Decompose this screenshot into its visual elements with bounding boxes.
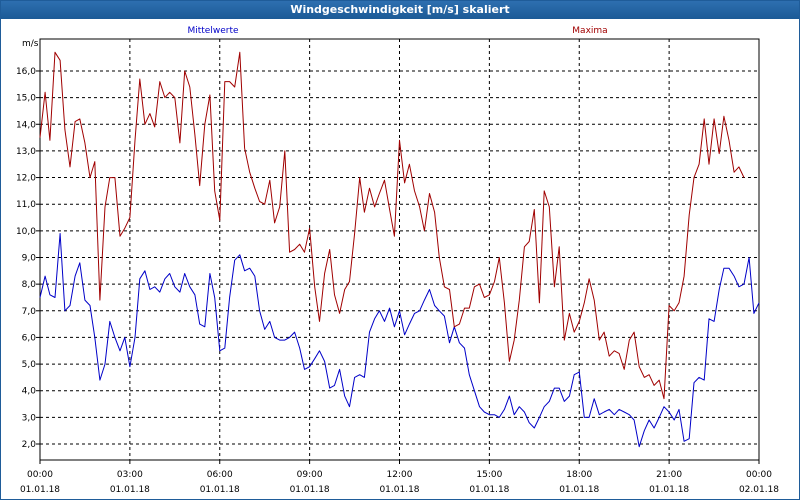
x-tick-date: 01.01.18 <box>469 485 509 495</box>
y-tick-label: 2,0 <box>22 440 37 450</box>
y-tick-label: 7,0 <box>22 307 37 317</box>
x-tick-time: 12:00 <box>387 470 413 480</box>
y-tick-label: 15,0 <box>16 94 36 104</box>
y-tick-label: 11,0 <box>16 200 36 210</box>
x-tick-date: 01.01.18 <box>110 485 150 495</box>
y-tick-label: 12,0 <box>16 174 36 184</box>
x-tick-time: 00:00 <box>746 470 772 480</box>
x-tick-time: 03:00 <box>117 470 143 480</box>
x-tick-time: 15:00 <box>476 470 502 480</box>
y-tick-label: 6,0 <box>22 333 37 343</box>
window-title: Windgeschwindigkeit [m/s] skaliert <box>1 1 799 19</box>
x-tick-time: 09:00 <box>297 470 323 480</box>
y-axis-label: m/s <box>22 39 39 49</box>
y-tick-label: 5,0 <box>22 360 37 370</box>
grid <box>40 39 759 460</box>
y-axis: 2,0 3,0 4,0 5,0 6,0 7,0 8,0 9,0 10,0 11,0 12,0 13,0… <box>16 67 40 450</box>
y-tick-label: 14,0 <box>16 120 36 130</box>
x-tick-time: 06:00 <box>207 470 233 480</box>
y-tick-label: 3,0 <box>22 413 37 423</box>
x-tick-date: 01.01.18 <box>379 485 419 495</box>
y-tick-label: 8,0 <box>22 280 37 290</box>
x-tick-date: 01.01.18 <box>200 485 240 495</box>
y-tick-label: 16,0 <box>16 67 36 77</box>
y-tick-label: 9,0 <box>22 253 37 263</box>
y-tick-label: 10,0 <box>16 227 36 237</box>
series-line-maxima <box>39 51 745 400</box>
x-tick-date: 01.01.18 <box>20 485 60 495</box>
x-tick-time: 18:00 <box>566 470 592 480</box>
x-tick-time: 21:00 <box>656 470 682 480</box>
y-tick-label: 13,0 <box>16 147 36 157</box>
x-tick-time: 00:00 <box>27 470 53 480</box>
series-line-mittelwerte <box>39 233 760 448</box>
x-tick-date: 01.01.18 <box>559 485 599 495</box>
legend-maxima: Maxima <box>572 26 607 36</box>
y-tick-label: 4,0 <box>22 387 37 397</box>
x-tick-date: 01.01.18 <box>649 485 689 495</box>
x-axis: 00:00 01.01.18 03:00 01.01.18 06:00 01.01.18 0… <box>20 460 779 495</box>
x-tick-date: 02.01.18 <box>739 485 779 495</box>
series-group <box>39 51 760 448</box>
legend-mittelwerte: Mittelwerte <box>187 26 238 36</box>
x-tick-date: 01.01.18 <box>290 485 330 495</box>
